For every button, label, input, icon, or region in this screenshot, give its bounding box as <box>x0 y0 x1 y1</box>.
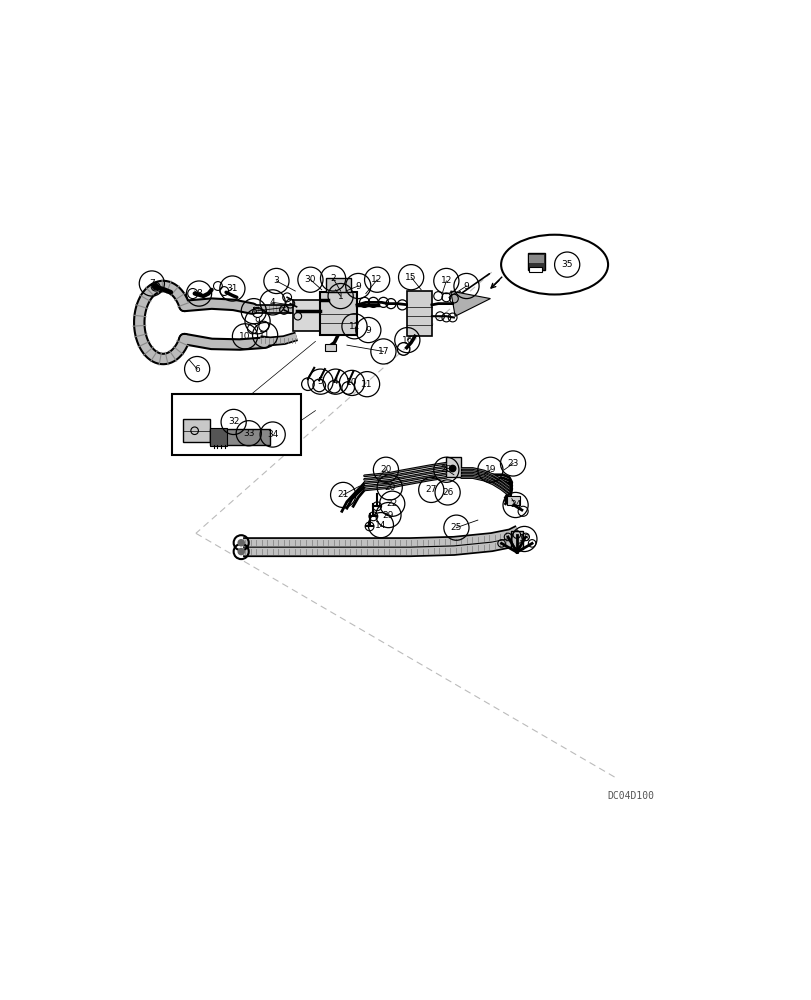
Text: 25: 25 <box>450 523 461 532</box>
Text: 35: 35 <box>560 260 573 269</box>
Text: 9: 9 <box>463 282 469 291</box>
Text: 2: 2 <box>330 274 336 283</box>
Text: 13: 13 <box>518 534 530 543</box>
Text: 5: 5 <box>251 307 256 316</box>
Bar <box>172 394 301 455</box>
Ellipse shape <box>500 235 607 294</box>
Text: 26: 26 <box>441 488 453 497</box>
Bar <box>320 292 357 335</box>
Text: 11: 11 <box>259 331 271 340</box>
Bar <box>324 344 336 351</box>
Text: 4: 4 <box>333 377 338 386</box>
Text: 10: 10 <box>239 332 251 341</box>
Text: 12: 12 <box>440 276 452 285</box>
Text: 30: 30 <box>304 275 315 284</box>
Text: 20: 20 <box>384 483 395 492</box>
Bar <box>528 255 543 263</box>
Text: 9: 9 <box>355 282 361 291</box>
Bar <box>209 429 269 445</box>
Text: 15: 15 <box>405 273 416 282</box>
Bar <box>527 253 544 270</box>
Bar <box>293 300 321 331</box>
Text: 5: 5 <box>317 377 323 386</box>
Text: 4: 4 <box>269 298 275 307</box>
Text: 27: 27 <box>425 485 436 494</box>
Circle shape <box>237 539 245 547</box>
Text: 32: 32 <box>228 417 239 426</box>
Text: 12: 12 <box>349 322 360 331</box>
Text: 29: 29 <box>382 511 393 520</box>
Text: 11: 11 <box>361 380 372 389</box>
Text: 12: 12 <box>371 275 382 284</box>
Bar <box>507 496 519 505</box>
Circle shape <box>449 465 455 472</box>
Bar <box>446 457 461 477</box>
Circle shape <box>237 548 245 555</box>
Text: 1: 1 <box>337 292 343 301</box>
Text: 3: 3 <box>273 276 279 285</box>
Bar <box>209 428 227 446</box>
Text: 22: 22 <box>386 499 397 508</box>
Text: 9: 9 <box>255 317 260 326</box>
Text: 8: 8 <box>196 289 202 298</box>
Text: DC04D100: DC04D100 <box>607 791 653 801</box>
Bar <box>406 291 431 336</box>
Text: 31: 31 <box>226 284 238 293</box>
Text: 24: 24 <box>509 500 521 509</box>
Text: 9: 9 <box>365 326 371 335</box>
Text: 7: 7 <box>148 279 155 288</box>
Text: 16: 16 <box>401 336 413 345</box>
Text: 17: 17 <box>377 347 388 356</box>
Bar <box>510 531 522 549</box>
Bar <box>529 267 542 272</box>
Polygon shape <box>450 291 490 316</box>
Text: 10: 10 <box>345 378 358 387</box>
Text: 33: 33 <box>242 429 254 438</box>
Text: 21: 21 <box>337 490 349 499</box>
Bar <box>325 278 350 292</box>
Text: 28: 28 <box>440 465 452 474</box>
Text: 6: 6 <box>194 365 200 374</box>
Bar <box>183 419 209 442</box>
Text: 19: 19 <box>484 465 496 474</box>
Text: 23: 23 <box>507 459 518 468</box>
Text: 34: 34 <box>267 430 278 439</box>
Circle shape <box>152 283 159 290</box>
Text: 20: 20 <box>380 465 391 474</box>
Text: 14: 14 <box>375 521 386 530</box>
